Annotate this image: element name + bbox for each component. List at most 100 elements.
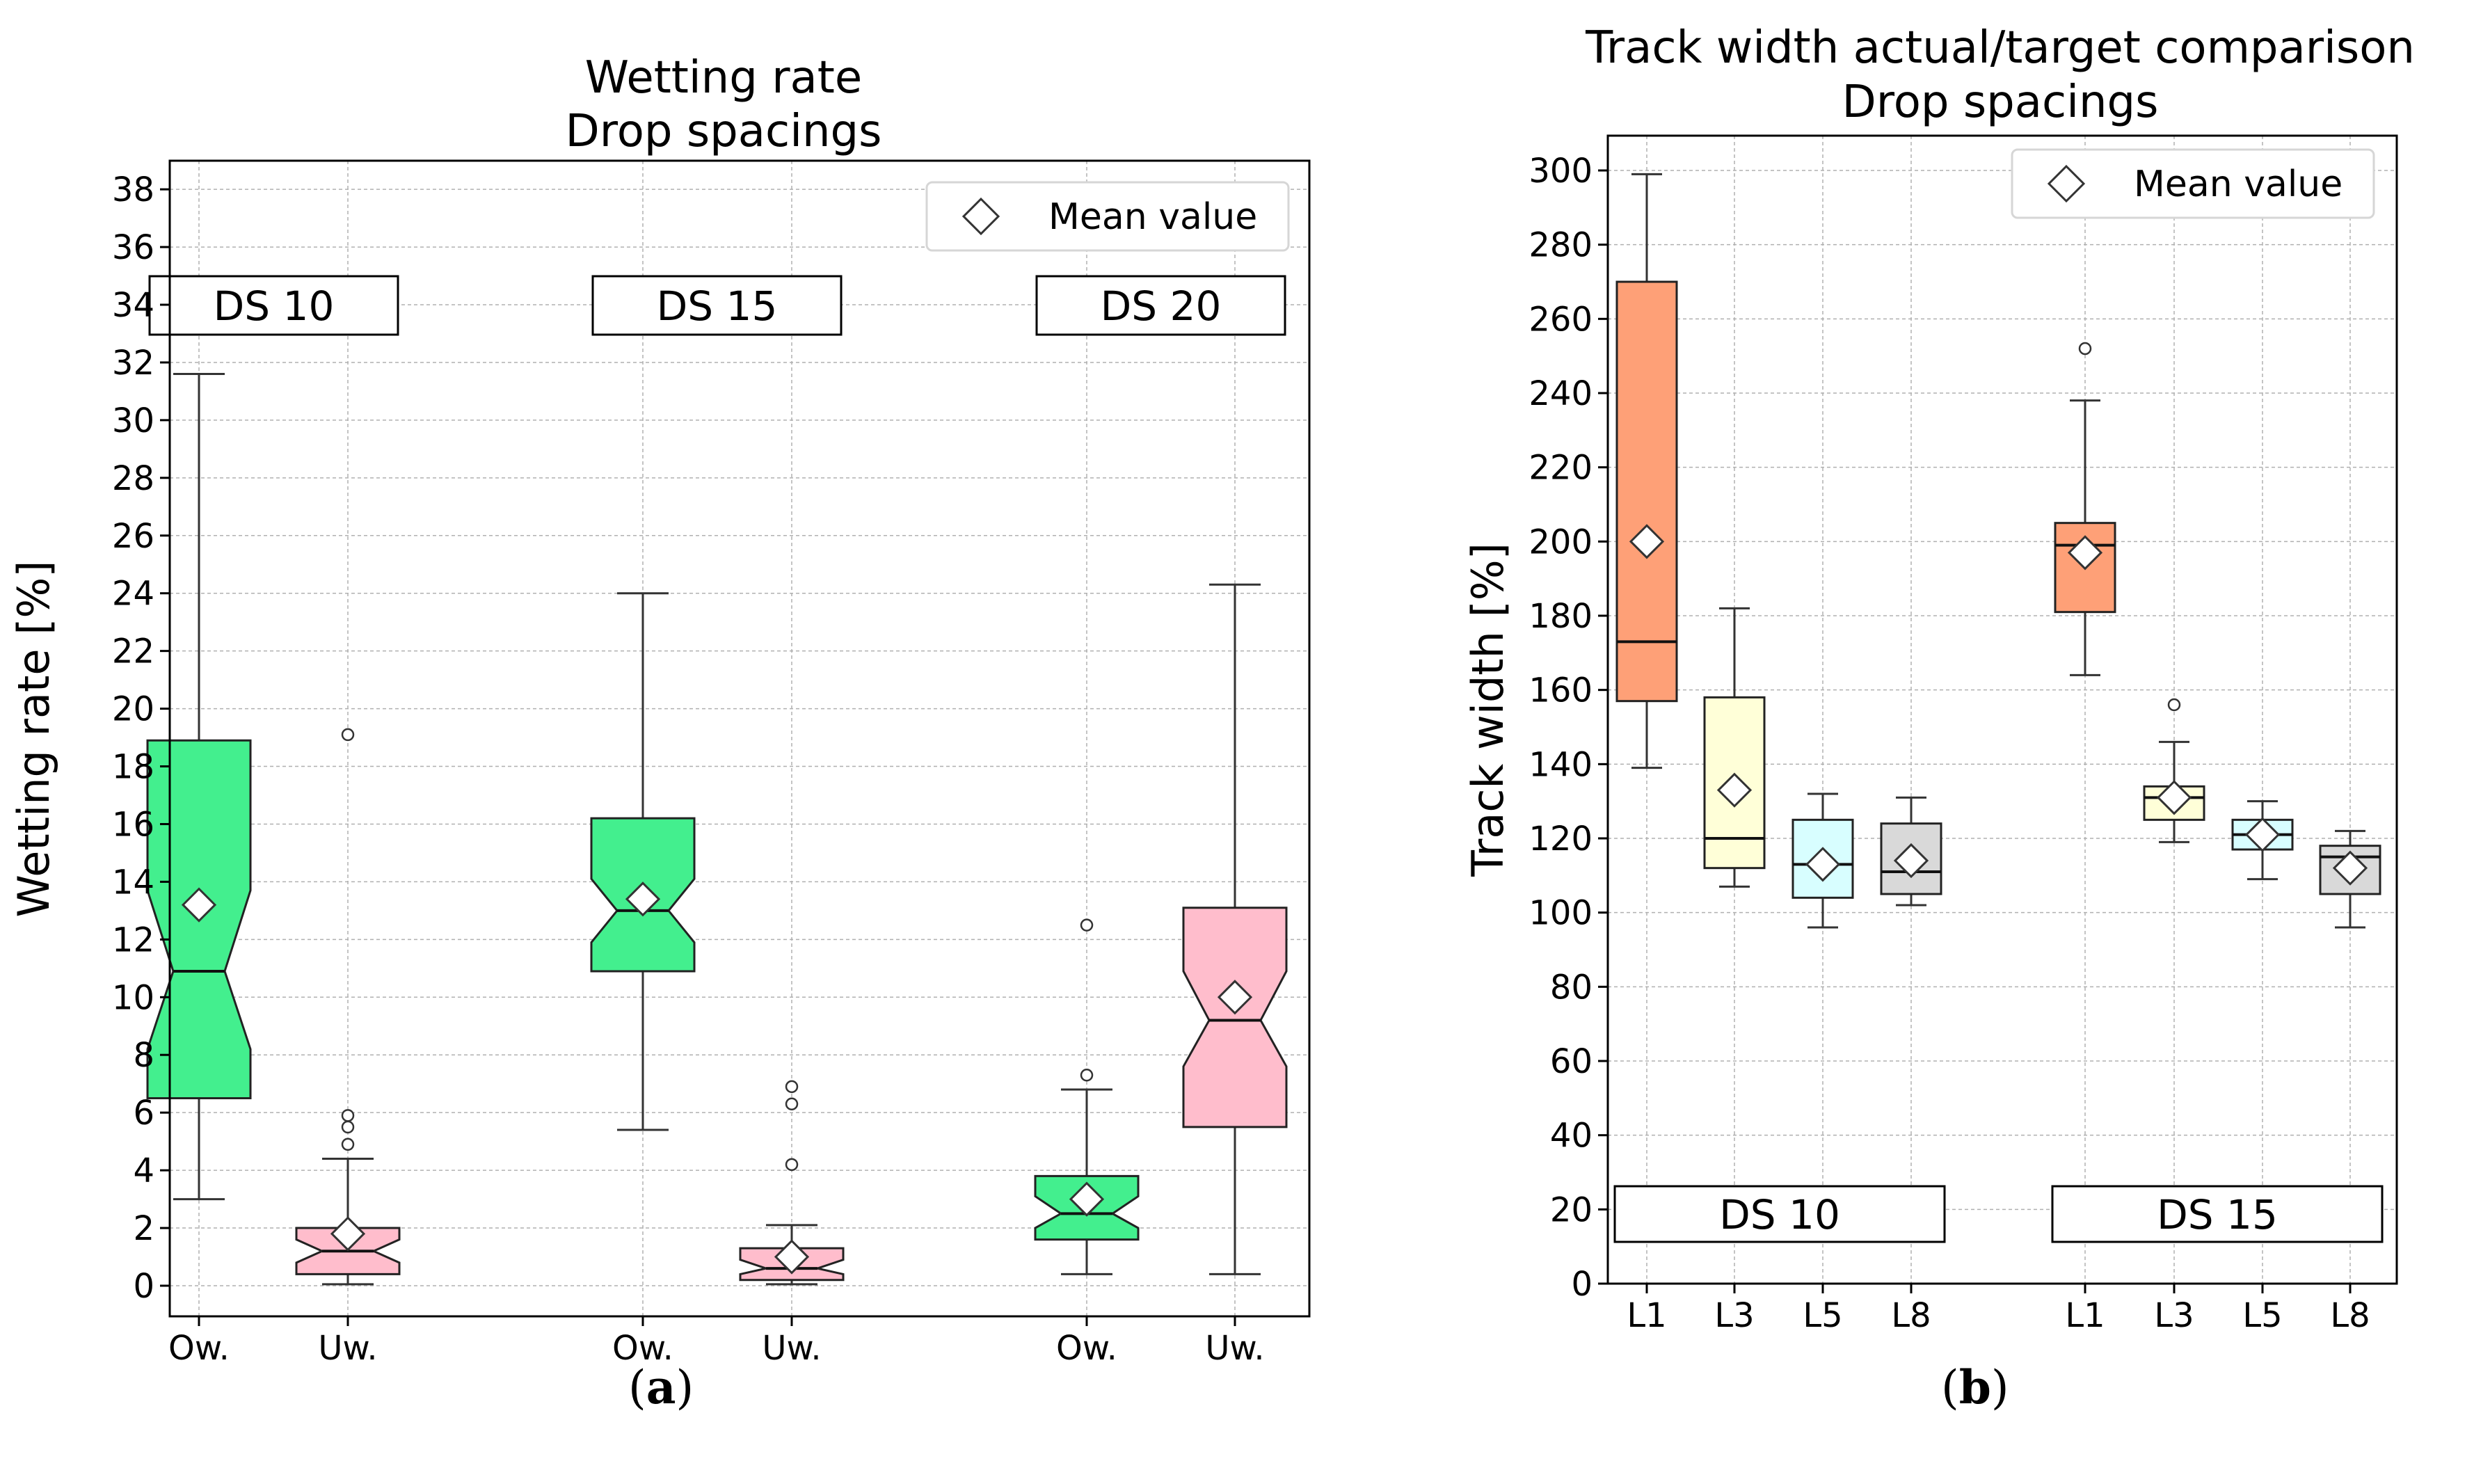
- b-legend: Mean value: [2011, 148, 2375, 219]
- outlier-point: [785, 1097, 799, 1110]
- box-ds15-l8: [2319, 829, 2381, 929]
- box-body: [1615, 280, 1678, 703]
- group-label-box: [1613, 1185, 1946, 1243]
- y-tick-label: 260: [1529, 300, 1593, 339]
- outlier-point: [1080, 918, 1094, 932]
- b-title: Track width actual/target comparison: [1585, 22, 2415, 74]
- x-tick-label: L3: [2154, 1296, 2194, 1335]
- y-tick-label: 12: [112, 920, 154, 959]
- box-ds10-l3: [1703, 607, 1766, 888]
- y-tick-label: 22: [112, 632, 154, 671]
- mean-marker: [2332, 850, 2368, 886]
- y-tick-label: 2: [133, 1209, 154, 1248]
- panel-label-a-open: (: [628, 1361, 646, 1414]
- y-tick-label: 140: [1529, 745, 1593, 784]
- group-label: DS 15: [657, 282, 778, 330]
- y-tick-label: 100: [1529, 894, 1593, 933]
- box-ds15-uw: [739, 1080, 845, 1286]
- panel-label-b-open: (: [1941, 1361, 1959, 1414]
- y-tick-label: 28: [112, 459, 154, 498]
- outlier-point: [2167, 698, 2181, 712]
- mean-marker: [1805, 847, 1841, 882]
- box-body: [1880, 822, 1942, 895]
- mean-marker: [1629, 524, 1665, 559]
- y-tick-label: 180: [1529, 597, 1593, 636]
- box-ds20-ow: [1034, 918, 1140, 1275]
- box-ds10-l1: [1615, 173, 1678, 769]
- legend-label: Mean value: [1048, 196, 1257, 238]
- legend-mean-icon: [961, 197, 1000, 236]
- x-tick-label: L5: [2242, 1296, 2282, 1335]
- x-tick-label: Ow.: [1056, 1329, 1117, 1368]
- b-subtitle: Drop spacings: [1842, 77, 2159, 128]
- outlier-point: [341, 728, 355, 742]
- mean-marker: [2244, 817, 2281, 852]
- mean-marker: [1893, 843, 1929, 879]
- a-axes-frame: [168, 159, 1311, 1318]
- box-ds15-l1: [2054, 342, 2116, 676]
- outlier-point: [341, 1138, 355, 1151]
- group-label: DS 10: [1719, 1191, 1840, 1238]
- outlier-point: [2078, 342, 2092, 356]
- a-boxes: [146, 373, 1288, 1286]
- x-tick-label: Uw.: [1205, 1329, 1264, 1368]
- b-group-labels: DS 10 DS 15: [1613, 1185, 2384, 1243]
- group-label-box: [1035, 275, 1286, 336]
- a-title: Wetting rate: [585, 52, 862, 104]
- panel-label-a: (a): [628, 1360, 694, 1414]
- y-tick-label: 34: [112, 286, 154, 325]
- box-ds20-uw: [1182, 583, 1288, 1275]
- y-tick-label: 300: [1529, 152, 1593, 191]
- y-tick-label: 20: [1550, 1190, 1593, 1229]
- outlier-point: [1080, 1069, 1094, 1082]
- panel-label-b: (b): [1941, 1360, 2009, 1414]
- group-label: DS 15: [2157, 1191, 2278, 1238]
- y-tick-label: 280: [1529, 226, 1593, 265]
- y-tick-label: 16: [112, 805, 154, 844]
- box-body: [1182, 907, 1288, 1128]
- panel-label-b-close: ): [1990, 1361, 2009, 1414]
- b-y-axis-label: Track width [%]: [1462, 543, 1513, 877]
- y-tick-label: 30: [112, 401, 154, 440]
- legend-frame: [925, 181, 1290, 252]
- y-tick-label: 32: [112, 344, 154, 383]
- box-ds10-l5: [1791, 792, 1854, 929]
- b-y-ticks: 0 20 40 60 80 100 120 140 160 180 200 220 240 260 280 3…: [1529, 152, 1608, 1304]
- y-tick-label: 200: [1529, 522, 1593, 561]
- box-ds15-ow: [590, 592, 696, 1131]
- x-tick-label: Uw.: [762, 1329, 821, 1368]
- mean-marker: [1716, 772, 1753, 808]
- y-tick-label: 38: [112, 170, 154, 209]
- y-tick-label: 26: [112, 517, 154, 556]
- x-tick-label: Ow.: [612, 1329, 673, 1368]
- a-x-ticks: Ow. Uw. Ow. Uw. Ow. Uw.: [168, 1316, 1265, 1368]
- group-label-box: [591, 275, 843, 336]
- y-tick-label: 18: [112, 748, 154, 787]
- legend-mean-icon: [2047, 164, 2086, 203]
- y-tick-label: 40: [1550, 1117, 1593, 1156]
- group-label-box: [2051, 1185, 2384, 1243]
- y-tick-label: 8: [133, 1036, 154, 1075]
- outlier-point: [785, 1080, 799, 1094]
- x-tick-label: L3: [1714, 1296, 1754, 1335]
- a-legend: Mean value: [925, 181, 1290, 252]
- y-tick-label: 220: [1529, 449, 1593, 488]
- y-tick-label: 20: [112, 690, 154, 729]
- y-tick-label: 60: [1550, 1042, 1593, 1081]
- box-ds10-ow: [146, 373, 252, 1201]
- y-tick-label: 10: [112, 978, 154, 1017]
- box-ds15-l5: [2231, 800, 2294, 881]
- box-ds10-l8: [1880, 796, 1942, 907]
- x-tick-label: L8: [2330, 1296, 2370, 1335]
- x-tick-label: Ow.: [168, 1329, 230, 1368]
- outlier-point: [341, 1120, 355, 1134]
- y-tick-label: 14: [112, 863, 154, 902]
- group-label: DS 10: [214, 282, 335, 330]
- x-tick-label: L1: [1627, 1296, 1666, 1335]
- mean-marker: [2156, 780, 2192, 815]
- mean-marker: [774, 1239, 810, 1275]
- x-tick-label: Uw.: [318, 1329, 377, 1368]
- legend-frame: [2011, 148, 2375, 219]
- outlier-point: [785, 1158, 799, 1172]
